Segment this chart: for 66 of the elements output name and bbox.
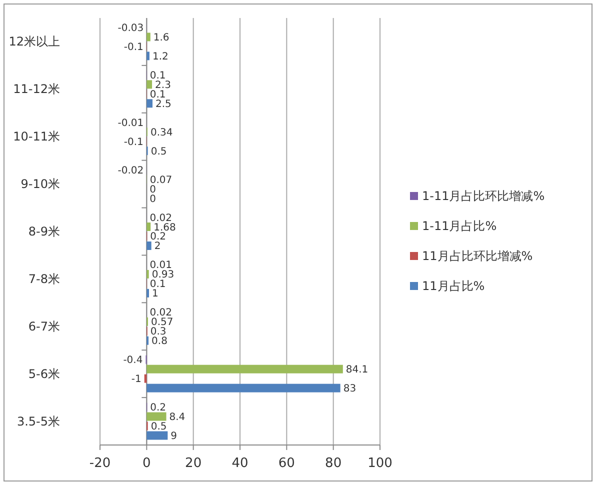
data-label: 0.57 <box>150 317 174 328</box>
x-tick-label: 0 <box>142 456 151 471</box>
y-tick-label: 7-8米 <box>28 272 60 286</box>
legend-label: 1-11月占比% <box>422 219 497 233</box>
y-tick-label: 11-12米 <box>13 82 60 96</box>
legend-label: 11月占比% <box>422 279 485 293</box>
bar <box>146 412 166 421</box>
legend-label: 1-11月占比环比增减% <box>422 189 545 203</box>
bar <box>146 80 152 89</box>
y-tick-label: 10-11米 <box>13 130 60 144</box>
data-label: 0.34 <box>150 127 173 138</box>
data-label: 9 <box>170 431 178 442</box>
data-label: 0.3 <box>150 326 166 338</box>
bar <box>146 99 152 108</box>
data-label: 0.1 <box>150 279 166 290</box>
data-label: 0.2 <box>150 232 166 243</box>
y-tick-label: 6-7米 <box>28 319 60 334</box>
data-label: 1.6 <box>153 32 170 44</box>
bar <box>146 241 152 250</box>
y-tick-label: 3.5-5米 <box>16 414 60 428</box>
data-label: -0.01 <box>118 118 144 129</box>
data-label: 1.2 <box>152 51 168 62</box>
x-tick-label: -20 <box>89 456 111 471</box>
data-label: 1.68 <box>154 222 176 234</box>
data-label: 0.8 <box>152 336 168 348</box>
data-label: 0 <box>150 184 156 196</box>
data-label: -0.02 <box>118 165 144 176</box>
data-label: 0.1 <box>150 89 166 100</box>
y-tick-label: 5-6米 <box>28 366 60 381</box>
data-label: -0.1 <box>124 42 144 53</box>
data-label: 0.02 <box>150 212 172 224</box>
data-label: 2.5 <box>156 98 172 110</box>
x-tick-label: 80 <box>325 456 342 471</box>
data-label: 1 <box>152 288 158 300</box>
data-label: 0.07 <box>150 174 172 186</box>
x-tick-label: 40 <box>232 456 248 471</box>
data-label: -0.4 <box>123 355 143 366</box>
bar <box>146 52 150 60</box>
data-label: 8.4 <box>169 412 186 424</box>
x-tick-label: 20 <box>185 456 202 471</box>
x-tick-label: 100 <box>368 456 392 471</box>
bar <box>146 222 151 231</box>
data-label: 0.01 <box>150 260 172 272</box>
data-label: 84.1 <box>346 364 368 376</box>
y-tick-label: 9-10米 <box>20 177 60 192</box>
bar <box>146 384 340 392</box>
data-label: 0.5 <box>150 422 167 433</box>
data-label: 2.3 <box>155 80 171 91</box>
data-label: 0.1 <box>150 70 166 82</box>
data-label: 2 <box>154 241 161 252</box>
y-tick-label: 8-9米 <box>28 224 60 238</box>
x-tick-label: 60 <box>278 456 295 471</box>
data-label: 0.2 <box>150 402 166 414</box>
data-label: -0.03 <box>118 22 144 34</box>
y-tick-label: 12米以上 <box>8 34 60 49</box>
bar <box>146 431 168 440</box>
data-label: 0 <box>150 194 156 205</box>
data-label: -1 <box>131 374 142 386</box>
data-label: -0.1 <box>124 136 144 148</box>
data-label: 83 <box>343 384 356 395</box>
bar <box>146 364 343 374</box>
data-label: 0.93 <box>152 270 174 281</box>
bar <box>146 32 150 42</box>
data-label: 0.5 <box>150 146 167 158</box>
legend-label: 11月占比环比增减% <box>422 249 533 263</box>
data-label: 0.02 <box>150 308 172 319</box>
